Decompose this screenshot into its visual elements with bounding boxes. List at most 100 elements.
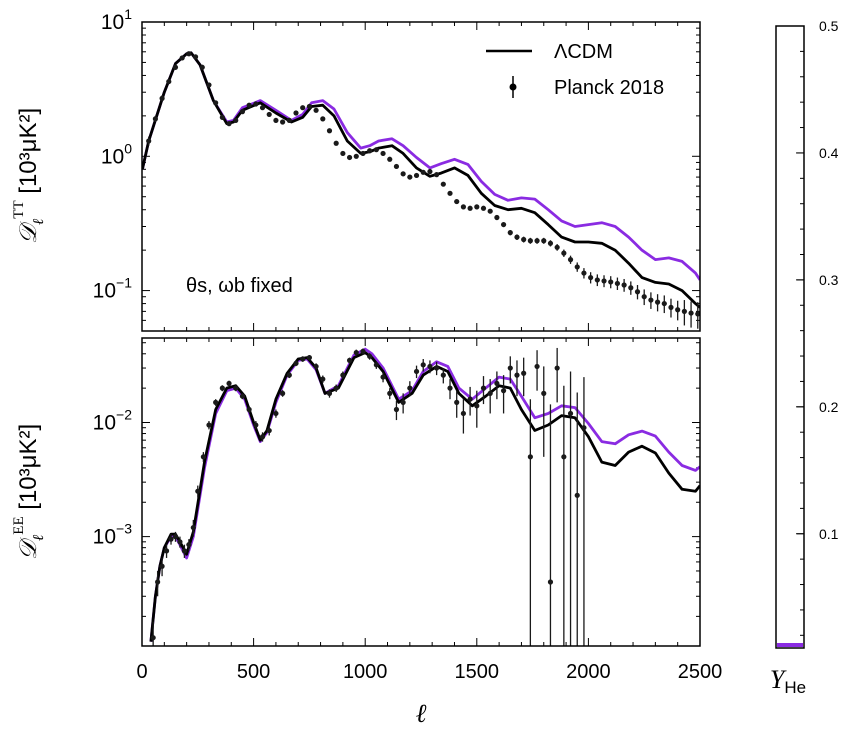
tt-ytick-labels: 101 100 10−1 <box>93 6 133 303</box>
tt-ytick-label: 101 <box>101 6 132 34</box>
ee-data-point <box>273 410 279 417</box>
ee-data-point <box>259 434 266 440</box>
ee-data-points <box>150 347 587 646</box>
tt-data-point <box>206 82 212 88</box>
tt-data-point <box>286 117 292 124</box>
tt-data-point <box>192 54 199 60</box>
tt-data-point <box>326 128 333 134</box>
x-tick-label: 1500 <box>455 661 500 683</box>
ee-data-point <box>306 355 312 361</box>
tt-data-point <box>507 230 513 236</box>
tt-axes-frame <box>141 21 701 332</box>
ee-data-point <box>521 370 527 376</box>
tt-data-point <box>588 274 594 281</box>
ee-data-point <box>480 385 487 391</box>
colorbar-tick-label: 0.5 <box>819 18 839 34</box>
colorbar-tick-label: 0.1 <box>819 526 839 542</box>
ee-data-point <box>507 365 513 371</box>
tt-data-point <box>527 238 533 244</box>
tt-data-point <box>521 236 527 243</box>
tt-data-point <box>239 109 246 115</box>
ee-data-point <box>420 362 426 368</box>
tt-data-point <box>581 270 587 276</box>
tt-data-point <box>413 172 420 179</box>
tt-data-point <box>300 105 306 111</box>
ee-data-point <box>253 422 259 428</box>
tt-data-point <box>641 294 647 300</box>
tt-data-point <box>447 190 453 196</box>
ee-curves <box>149 347 700 642</box>
ee-data-point <box>313 363 319 370</box>
ee-data-point <box>266 427 272 434</box>
tt-data-point <box>494 214 500 221</box>
tt-data-point <box>480 205 487 211</box>
ee-axes-frame <box>141 337 701 647</box>
colorbar-tick-label: 0.3 <box>819 272 839 288</box>
tt-data-point <box>259 105 266 111</box>
ee-ytick-labels: 10−2 10−3 <box>93 406 133 548</box>
colorbar-label: YHe <box>770 665 806 697</box>
ee-data-point <box>155 579 161 585</box>
tt-data-point <box>514 234 520 240</box>
x-tick-label: 2000 <box>566 661 611 683</box>
ee-data-point <box>581 425 587 431</box>
x-tick-label: 1000 <box>343 661 388 683</box>
ee-data-point <box>186 542 192 548</box>
legend-point-swatch <box>509 83 517 91</box>
tt-data-point <box>554 244 560 250</box>
ee-data-point <box>320 376 326 382</box>
tt-data-point <box>387 156 393 162</box>
tt-data-point <box>400 171 406 177</box>
ee-data-point <box>541 390 547 396</box>
tt-data-point <box>621 282 627 288</box>
tt-data-point <box>420 169 426 175</box>
tt-ytick-label: 100 <box>101 140 132 168</box>
ee-data-point <box>500 388 507 394</box>
tt-data-point <box>648 297 654 303</box>
tt-data-point <box>353 153 359 159</box>
ee-ylabel: 𝒟ℓEE [10³μK²] <box>11 424 47 560</box>
ee-data-point <box>454 399 460 405</box>
legend-label-planck: Planck 2018 <box>554 77 664 99</box>
tt-data-point <box>541 238 547 244</box>
tt-data-point <box>367 148 373 154</box>
tt-data-point <box>373 147 379 153</box>
ee-data-point <box>400 399 406 405</box>
ee-data-point <box>233 385 239 391</box>
ee-data-point <box>547 579 554 585</box>
tt-data-point <box>661 300 667 307</box>
tt-data-point <box>675 307 681 313</box>
ee-data-point <box>177 539 183 545</box>
ee-data-point <box>246 406 252 413</box>
ee-data-point <box>200 454 206 460</box>
tt-data-point <box>614 280 621 287</box>
ee-data-point <box>326 390 333 396</box>
tt-data-point <box>219 114 225 120</box>
tt-data-point <box>608 279 614 285</box>
colorbar-frame <box>775 25 805 649</box>
ee-curve-lcdm <box>149 351 700 642</box>
tt-data-point <box>152 116 158 122</box>
ee-data-point <box>567 410 574 417</box>
tt-data-point <box>159 95 165 101</box>
ee-data-point <box>474 403 480 409</box>
ee-data-point <box>206 422 212 428</box>
tt-ytick-label: 10−1 <box>93 275 133 303</box>
tt-data-point <box>253 101 259 107</box>
tt-data-point <box>654 299 661 305</box>
ee-data-point <box>373 362 379 368</box>
tt-data-point <box>333 140 339 146</box>
tt-data-point <box>380 150 386 157</box>
ee-ytick-label: 10−3 <box>93 521 133 549</box>
tt-data-point <box>179 55 185 61</box>
tt-data-point <box>233 117 239 124</box>
ee-data-point <box>487 390 493 396</box>
colorbar-value-marker <box>777 643 803 647</box>
ee-data-point <box>447 385 453 391</box>
tt-data-point <box>688 310 694 316</box>
ee-data-point <box>280 390 286 396</box>
tt-data-point <box>186 51 192 57</box>
legend: ΛCDM Planck 2018 <box>486 41 664 99</box>
ee-data-point <box>219 385 225 391</box>
ee-data-point <box>434 365 440 371</box>
